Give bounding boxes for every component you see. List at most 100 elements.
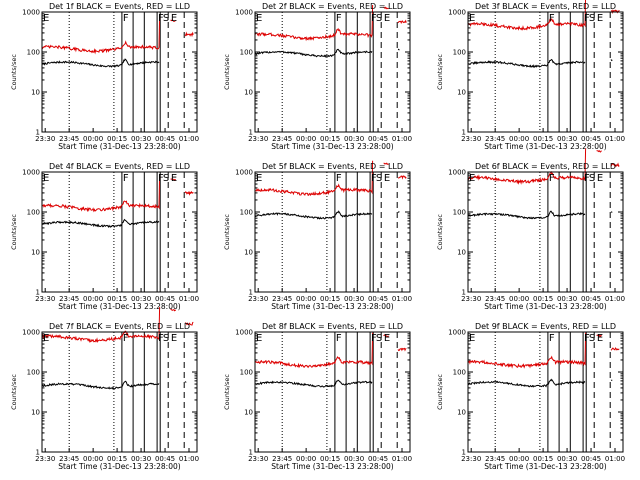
- series-line-events: [467, 378, 613, 388]
- x-tick-label: 00:00: [509, 295, 529, 303]
- x-tick-label: 23:30: [248, 295, 268, 303]
- y-tick-label: 1000: [448, 169, 466, 177]
- event-marker-label: F: [584, 333, 590, 344]
- x-tick-label: 00:00: [296, 135, 316, 143]
- event-marker-label: F: [123, 173, 129, 184]
- chart-panel: 1 10 100 1000 23:30 23:45 00:00 00:15 00:30 00:45…: [10, 307, 199, 471]
- x-tick-label: 23:30: [35, 455, 55, 463]
- y-tick-label: 1000: [235, 169, 253, 177]
- x-tick-label: 23:45: [59, 455, 79, 463]
- panel-title: Det 5f BLACK = Events, RED = LLD: [262, 162, 403, 171]
- panel-title: Det 4f BLACK = Events, RED = LLD: [49, 162, 190, 171]
- x-tick-label: 23:45: [59, 135, 79, 143]
- series-line-lld: [467, 148, 620, 185]
- x-tick-label: 00:00: [83, 135, 103, 143]
- series-line-events: [254, 379, 400, 388]
- x-axis-label: Start Time (31-Dec-13 23:28:00): [484, 462, 606, 471]
- x-tick-label: 00:30: [131, 455, 151, 463]
- panel-title: Det 2f BLACK = Events, RED = LLD: [262, 2, 403, 11]
- series-line-lld: [467, 332, 620, 369]
- x-tick-label: 23:45: [272, 455, 292, 463]
- y-tick-label: 1: [36, 289, 40, 297]
- x-axis-label: Start Time (31-Dec-13 23:28:00): [271, 462, 393, 471]
- x-tick-label: 23:45: [485, 135, 505, 143]
- x-tick-label: 23:30: [461, 295, 481, 303]
- y-tick-label: 1000: [235, 9, 253, 17]
- event-marker-label: F: [158, 13, 164, 24]
- y-tick-label: 100: [453, 49, 466, 57]
- x-tick-label: 00:45: [368, 295, 388, 303]
- x-tick-label: 23:45: [485, 455, 505, 463]
- x-tick-label: 23:45: [272, 135, 292, 143]
- x-tick-label: 23:45: [59, 295, 79, 303]
- y-tick-label: 100: [27, 209, 40, 217]
- y-tick-label: 1: [249, 449, 253, 457]
- event-marker-label: F: [123, 13, 129, 24]
- y-tick-label: 10: [244, 249, 253, 257]
- x-tick-label: 00:15: [320, 135, 340, 143]
- series-line-lld: [41, 176, 194, 213]
- x-tick-label: 00:15: [533, 135, 553, 143]
- series-line-events: [467, 210, 613, 220]
- y-tick-label: 1: [249, 289, 253, 297]
- x-tick-label: 00:30: [344, 295, 364, 303]
- y-tick-label: 1000: [22, 329, 40, 337]
- x-tick-label: 00:45: [155, 135, 175, 143]
- y-tick-label: 10: [457, 409, 466, 417]
- x-tick-label: 01:00: [392, 135, 412, 143]
- event-marker-label: F: [549, 173, 555, 184]
- x-tick-label: 00:45: [155, 295, 175, 303]
- x-tick-label: 00:15: [320, 455, 340, 463]
- y-axis-label: Counts/sec: [223, 214, 231, 250]
- event-marker-label: S: [163, 333, 169, 344]
- event-marker-label: E: [469, 173, 475, 184]
- x-axis-label: Start Time (31-Dec-13 23:28:00): [58, 462, 180, 471]
- y-axis-label: Counts/sec: [10, 374, 18, 410]
- y-tick-label: 100: [27, 369, 40, 377]
- series-line-events: [41, 380, 187, 390]
- event-marker-label: F: [371, 173, 377, 184]
- x-axis-label: Start Time (31-Dec-13 23:28:00): [484, 302, 606, 311]
- x-tick-label: 01:00: [605, 295, 625, 303]
- y-axis-label: Counts/sec: [436, 214, 444, 250]
- x-tick-label: 00:45: [155, 455, 175, 463]
- event-marker-label: E: [597, 13, 603, 24]
- chart-panel: 1 10 100 1000 23:30 23:45 00:00 00:15 00:30 00:45…: [436, 0, 625, 151]
- x-tick-label: 23:30: [248, 455, 268, 463]
- y-tick-label: 1: [249, 129, 253, 137]
- event-marker-label: S: [589, 333, 595, 344]
- event-marker-label: F: [123, 333, 129, 344]
- x-axis-label: Start Time (31-Dec-13 23:28:00): [271, 142, 393, 151]
- event-marker-label: F: [336, 333, 342, 344]
- event-marker-label: F: [549, 333, 555, 344]
- plot-frame: [254, 331, 411, 453]
- event-marker-label: F: [336, 13, 342, 24]
- y-tick-label: 100: [453, 369, 466, 377]
- y-tick-label: 1: [36, 449, 40, 457]
- x-tick-label: 00:15: [107, 295, 127, 303]
- event-marker-label: S: [163, 13, 169, 24]
- y-tick-label: 1: [462, 449, 466, 457]
- event-marker-label: E: [171, 13, 177, 24]
- y-axis-label: Counts/sec: [10, 54, 18, 90]
- y-axis-label: Counts/sec: [223, 54, 231, 90]
- x-tick-label: 00:30: [557, 135, 577, 143]
- series-line-lld: [41, 17, 194, 55]
- x-tick-label: 00:45: [368, 135, 388, 143]
- plot-frame: [467, 171, 624, 293]
- x-tick-label: 01:00: [605, 135, 625, 143]
- event-marker-label: F: [158, 173, 164, 184]
- series-line-lld: [254, 332, 407, 369]
- series-line-events: [254, 48, 400, 58]
- event-marker-label: E: [43, 13, 49, 24]
- y-tick-label: 1000: [448, 9, 466, 17]
- x-tick-label: 00:00: [296, 295, 316, 303]
- y-axis-label: Counts/sec: [223, 374, 231, 410]
- plot-frame: [254, 171, 411, 293]
- x-tick-label: 23:30: [248, 135, 268, 143]
- x-tick-label: 01:00: [179, 455, 199, 463]
- event-marker-label: E: [384, 173, 390, 184]
- x-tick-label: 00:45: [368, 455, 388, 463]
- x-tick-label: 23:45: [485, 295, 505, 303]
- y-tick-label: 1000: [235, 329, 253, 337]
